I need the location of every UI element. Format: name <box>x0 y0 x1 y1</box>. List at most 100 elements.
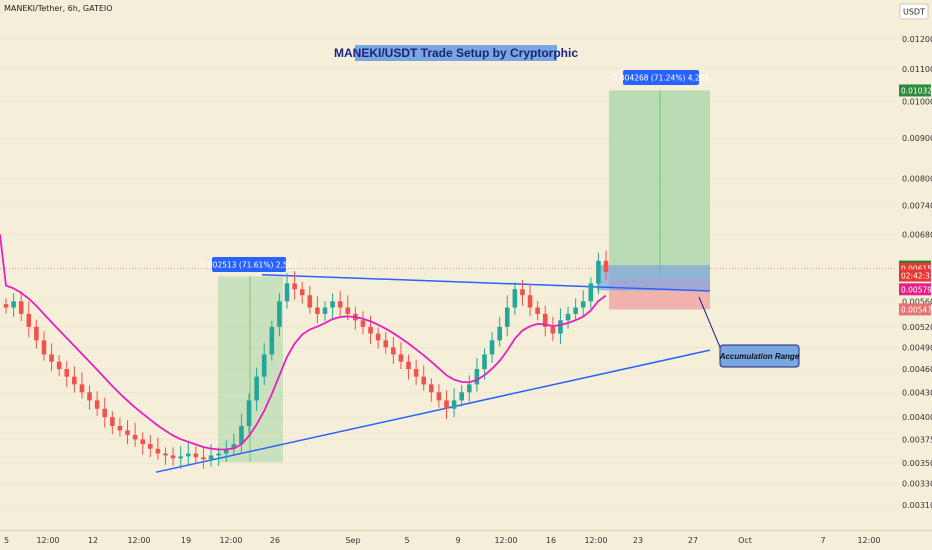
candle-body <box>269 326 275 355</box>
price-tick-label: 0.003100 <box>902 501 932 510</box>
candle-body <box>315 307 320 314</box>
candle-body <box>148 444 153 449</box>
price-tick-label: 0.003750 <box>902 435 932 444</box>
time-tick-label: 12:00 <box>584 536 607 545</box>
candle-body <box>208 455 214 460</box>
price-tick-label: 0.011000 <box>902 65 932 74</box>
candle-body <box>193 453 199 458</box>
candle-body <box>201 457 206 460</box>
time-tick-label: 9 <box>455 536 460 545</box>
candle-body <box>72 376 77 385</box>
price-tick-label: 0.010000 <box>902 98 932 107</box>
candle-body <box>110 417 115 426</box>
measure-label-right: 0.004268 (71.24%) 4,268 <box>613 70 710 85</box>
candle-body <box>436 392 442 401</box>
price-axis-labels: 0.012000 0.011000 0.010000 0.009000 0.008000… <box>902 35 932 510</box>
candle-body <box>79 384 85 393</box>
candle-body <box>429 384 434 393</box>
candle-body <box>535 307 540 314</box>
entry-zone <box>597 265 710 291</box>
price-tag-label: 0.005471 <box>901 305 932 314</box>
price-tags: 0.0103290.0061940.00615802:42:330.005799… <box>899 84 932 316</box>
trendlines[interactable] <box>155 273 711 473</box>
candle-body <box>368 326 373 334</box>
candle-body <box>512 289 518 308</box>
candle-body <box>444 400 449 409</box>
price-tag-box <box>899 283 931 296</box>
price-tag-label: 02:42:33 <box>901 272 932 281</box>
candle-body <box>588 283 594 302</box>
time-tick-label: 12:00 <box>127 536 150 545</box>
candle-body <box>542 313 548 327</box>
candle-body <box>56 361 62 370</box>
price-tick-label: 0.008000 <box>902 174 932 183</box>
candle-body <box>26 313 32 327</box>
time-tick-label: 16 <box>546 536 556 545</box>
candle-body <box>398 354 404 362</box>
measure-label-left: 0.002513 (71.61%) 2,513 <box>201 257 297 272</box>
time-tick-label: 12:00 <box>494 536 517 545</box>
candle-body <box>34 326 39 341</box>
support-trendline <box>155 349 711 473</box>
candle-body <box>504 307 510 327</box>
candle-body <box>322 307 328 314</box>
price-tag-box <box>899 84 931 97</box>
price-tag-box <box>899 269 931 282</box>
price-tick-label: 0.004300 <box>902 388 932 397</box>
candle-body <box>11 301 16 308</box>
candle-body <box>246 400 252 426</box>
candle-body <box>360 320 366 327</box>
candle-body <box>603 260 609 272</box>
candle-body <box>216 453 221 456</box>
time-tick-label: 19 <box>181 536 191 545</box>
candle-body <box>284 283 290 302</box>
measure-label-right-text: 0.004268 (71.24%) 4,268 <box>613 74 710 83</box>
time-tick-label: 12:00 <box>36 536 59 545</box>
candle-body <box>580 301 586 308</box>
candle-body <box>565 313 571 321</box>
price-tick-label: 0.005200 <box>902 323 932 332</box>
candle-body <box>231 444 237 449</box>
candle-body <box>3 304 9 308</box>
moving-average-line <box>0 234 607 451</box>
candle-body <box>132 434 138 440</box>
symbol-label: MANEKI/Tether, 6h, GATEIO <box>4 4 113 13</box>
time-tick-label: Oct <box>738 536 752 545</box>
currency-badge[interactable] <box>899 3 929 20</box>
accumulation-range-callout[interactable]: Accumulation Range <box>698 296 800 368</box>
candle-body <box>299 289 305 296</box>
candle-body <box>406 361 411 370</box>
candle-body <box>292 283 297 290</box>
candle-body <box>558 320 563 334</box>
price-tick-label: 0.009000 <box>902 134 932 143</box>
target-zone <box>609 90 710 279</box>
candlesticks <box>3 250 609 469</box>
resistance-trendline <box>261 273 711 292</box>
candle-body <box>307 295 313 308</box>
price-tick-label: 0.006800 <box>902 230 932 239</box>
candle-body <box>466 384 472 393</box>
candle-body <box>254 376 259 401</box>
time-axis[interactable] <box>0 531 932 550</box>
currency-label: USDT <box>903 8 925 17</box>
candle-body <box>573 307 578 314</box>
candle-body <box>64 369 70 377</box>
candle-body <box>451 400 457 409</box>
price-tick-label: 0.004600 <box>902 365 932 374</box>
candle-body <box>413 369 419 377</box>
price-tick-label: 0.005600 <box>902 297 932 306</box>
time-tick-label: 5 <box>4 536 9 545</box>
price-tag-label: 0.006158 <box>901 265 932 274</box>
price-tag-label: 0.010329 <box>901 86 932 95</box>
candle-body <box>140 439 146 445</box>
candle-body <box>596 260 601 284</box>
candle-body <box>527 295 533 308</box>
candle-body <box>49 354 54 362</box>
candle-body <box>330 301 335 308</box>
price-tick-label: 0.012000 <box>902 35 932 44</box>
candle-body <box>87 392 92 401</box>
candle-body <box>185 453 191 457</box>
chart-title: MANEKI/USDT Trade Setup by Cryptorphic <box>334 46 578 60</box>
candle-body <box>383 340 389 348</box>
